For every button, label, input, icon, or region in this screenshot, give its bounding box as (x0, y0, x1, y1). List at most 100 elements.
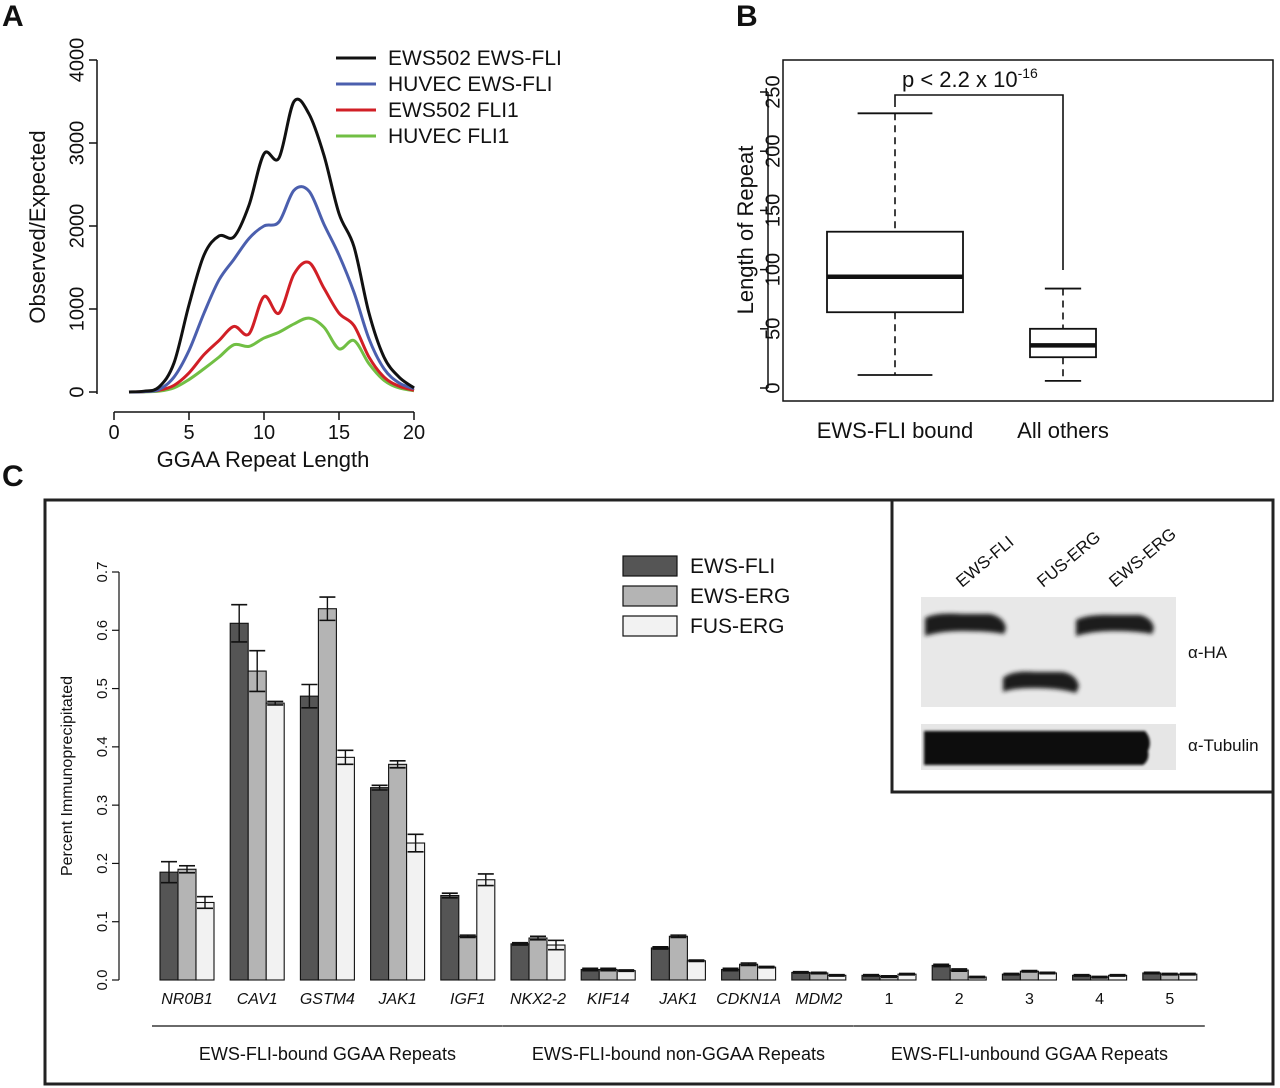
a-series-lines (128, 97, 415, 394)
a-y-tick-label: 2000 (66, 204, 88, 249)
c-category-labels: NR0B1 CAV1 GSTM4 JAK1 IGF1 NKX2-2 KIF14 JAK1 CDK… (161, 991, 1174, 1008)
c-category-label: CAV1 (237, 991, 278, 1008)
c-bar (299, 695, 319, 981)
a-series-line (128, 316, 415, 394)
c-group-label: EWS-FLI-bound GGAA Repeats (199, 1044, 456, 1064)
c-category-label: NKX2-2 (510, 991, 566, 1008)
a-legend-label: HUVEC EWS-FLI (388, 73, 553, 96)
b-y-tick-label: 50 (762, 318, 784, 340)
b-category-label: EWS-FLI bound (817, 418, 974, 443)
c-bar (388, 763, 408, 981)
c-bar (458, 935, 478, 981)
c-y-tick-label: 0.6 (94, 620, 111, 641)
a-x-tick-label: 10 (253, 422, 275, 444)
c-bar (159, 871, 179, 981)
a-series-line (128, 97, 415, 394)
b-box (1029, 327, 1097, 359)
b-category-labels: EWS-FLI bound All others (817, 418, 1109, 443)
c-category-label: 4 (1095, 991, 1104, 1008)
panel-a-line-chart: 0 1000 2000 3000 4000 0 5 10 15 20 EWS502 EWS-FL… (25, 38, 562, 472)
a-series-line (128, 260, 415, 394)
c-legend-swatch (622, 555, 678, 577)
b-y-tick-label: 250 (762, 75, 784, 108)
c-bar (335, 756, 355, 981)
b-y-tick-label: 200 (762, 135, 784, 168)
b-p-value-text: p < 2.2 x 10 (902, 67, 1018, 92)
b-p-value-exponent: -16 (1018, 65, 1038, 81)
c-legend: EWS-FLI EWS-ERG FUS-ERG (622, 555, 790, 638)
western-blot-inset: EWS-FLI FUS-ERG EWS-ERG α-HAα-Tubulin (890, 498, 1275, 794)
c-bar (440, 894, 460, 981)
b-significance-bracket: p < 2.2 x 10-16 (894, 65, 1064, 270)
b-bracket-line (894, 94, 1064, 270)
c-bar (668, 935, 688, 981)
c-bars (159, 596, 1198, 981)
blot-ha-band-lane1 (925, 613, 1006, 636)
c-legend-label: EWS-FLI (690, 555, 775, 578)
b-category-label: All others (1017, 418, 1109, 443)
c-bar (406, 842, 426, 981)
c-legend-label: FUS-ERG (690, 615, 785, 638)
a-legend-label: EWS502 EWS-FLI (388, 47, 562, 70)
c-y-tick-label: 0.2 (94, 853, 111, 874)
a-x-axis-label: GGAA Repeat Length (157, 447, 370, 472)
c-bar (229, 622, 249, 981)
blot-ha-band-lane3 (1076, 614, 1154, 636)
c-bar (317, 608, 337, 981)
c-bar (247, 670, 267, 981)
c-bar (510, 943, 530, 981)
panel-label-b: B (736, 0, 758, 33)
a-y-tick-label: 3000 (66, 121, 88, 166)
c-category-label: 5 (1165, 991, 1174, 1008)
a-legend-label: HUVEC FLI1 (388, 125, 509, 148)
blot-row-label: α-HA (1188, 643, 1228, 662)
c-bar (739, 963, 759, 981)
blot-row-label: α-Tubulin (1188, 736, 1259, 755)
c-category-label: JAK1 (377, 991, 416, 1008)
c-category-label: GSTM4 (300, 991, 355, 1008)
blot-tubulin-band (924, 731, 1150, 765)
blot-ha-band-lane2 (1003, 671, 1079, 693)
c-category-label: KIF14 (587, 991, 630, 1008)
c-group-label: EWS-FLI-bound non-GGAA Repeats (532, 1044, 825, 1064)
panel-c-bar-chart: 0.0 0.1 0.2 0.3 0.4 0.5 0.6 0.7 NR0B1 CAV1 GSTM4 J… (43, 498, 1275, 1086)
c-legend-swatch (622, 615, 678, 637)
c-bar (195, 901, 215, 981)
c-category-label: 1 (885, 991, 894, 1008)
panel-label-a: A (2, 0, 24, 33)
b-plot-frame (782, 59, 1274, 402)
a-x-ticks: 0 5 10 15 20 (108, 412, 425, 444)
a-y-tick-label: 1000 (66, 287, 88, 332)
c-category-label: JAK1 (658, 991, 697, 1008)
a-series-line (128, 185, 415, 394)
b-y-tick-label: 100 (762, 253, 784, 286)
blot-row-labels: α-HA α-Tubulin (1188, 643, 1259, 755)
c-y-tick-label: 0.0 (94, 970, 111, 991)
c-legend-swatch (622, 585, 678, 607)
c-category-label: NR0B1 (161, 991, 213, 1008)
c-category-label: IGF1 (450, 991, 486, 1008)
a-legend-label: EWS502 FLI1 (388, 99, 519, 122)
c-bar (686, 960, 706, 981)
c-group-label: EWS-FLI-unbound GGAA Repeats (891, 1044, 1168, 1064)
c-y-ticks: 0.0 0.1 0.2 0.3 0.4 0.5 0.6 0.7 (94, 562, 119, 991)
a-x-tick-label: 0 (108, 422, 119, 444)
c-group-labels: EWS-FLI-bound GGAA Repeats EWS-FLI-bound … (152, 1025, 1205, 1064)
c-legend-label: EWS-ERG (690, 585, 790, 608)
c-y-tick-label: 0.3 (94, 795, 111, 816)
b-box (826, 230, 964, 314)
a-x-tick-label: 20 (403, 422, 425, 444)
c-y-tick-label: 0.4 (94, 736, 111, 757)
c-category-label: MDM2 (795, 991, 842, 1008)
c-y-tick-label: 0.1 (94, 911, 111, 932)
c-category-label: 2 (955, 991, 964, 1008)
c-bar (528, 937, 548, 981)
c-bar (476, 879, 496, 981)
b-boxes (826, 112, 1097, 382)
a-y-tick-label: 4000 (66, 38, 88, 83)
b-p-value: p < 2.2 x 10-16 (902, 65, 1038, 92)
c-category-label: CDKN1A (716, 991, 781, 1008)
blot-ha-membrane (921, 597, 1176, 707)
